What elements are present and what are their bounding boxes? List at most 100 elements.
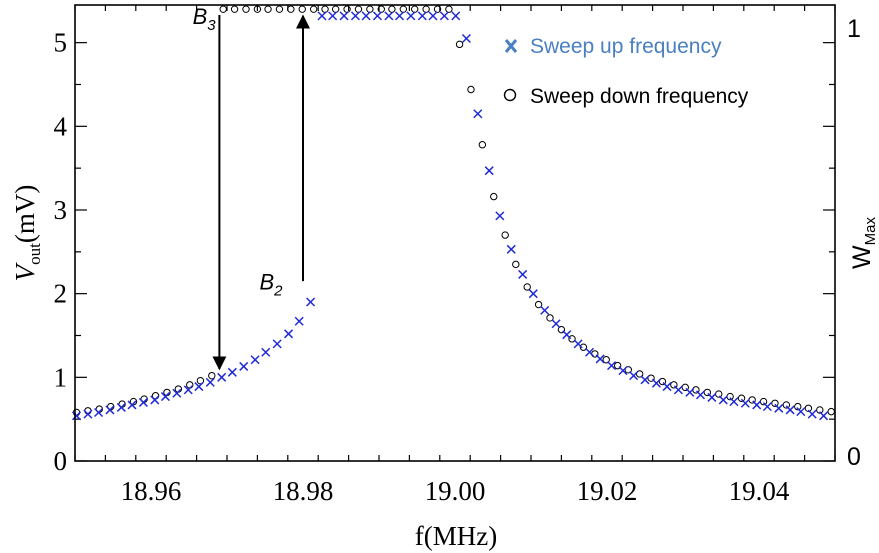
data-point-sweep-up xyxy=(361,11,371,21)
data-point-sweep-up xyxy=(194,382,204,392)
data-point-sweep-down xyxy=(275,5,284,13)
y2-axis-label: WMax xyxy=(848,217,879,269)
data-point-sweep-up xyxy=(707,392,717,402)
svg-text:WMax: WMax xyxy=(848,217,879,269)
data-point-sweep-down xyxy=(624,366,632,374)
data-point-sweep-down xyxy=(366,5,374,13)
data-point-sweep-down xyxy=(703,388,712,397)
data-point-sweep-up xyxy=(339,11,349,21)
data-point-sweep-down xyxy=(523,283,531,291)
data-point-sweep-up xyxy=(762,402,772,412)
data-point-sweep-up xyxy=(284,329,294,339)
data-point-sweep-down xyxy=(534,300,543,309)
x-tick-label: 19.00 xyxy=(425,476,486,506)
data-point-sweep-down xyxy=(388,5,396,13)
annotation-b2: B2 xyxy=(259,269,283,299)
x-tick-label: 19.04 xyxy=(729,476,790,506)
data-point-sweep-up xyxy=(785,405,795,415)
y-tick-label: 0 xyxy=(54,446,68,476)
data-point-sweep-down xyxy=(602,356,610,364)
data-point-sweep-down xyxy=(399,5,408,13)
data-point-sweep-down xyxy=(647,374,655,382)
data-point-sweep-down xyxy=(512,260,520,269)
data-point-sweep-up xyxy=(272,339,282,349)
data-point-sweep-up xyxy=(595,354,605,364)
y2-tick-label: 1 xyxy=(847,15,861,43)
data-point-sweep-up xyxy=(294,316,304,326)
data-point-sweep-up xyxy=(607,361,617,371)
data-point-sweep-up xyxy=(540,305,550,315)
data-point-sweep-up xyxy=(350,11,360,21)
data-point-sweep-up xyxy=(695,390,706,400)
y2-axis-label-main: W xyxy=(848,245,876,269)
data-point-sweep-up xyxy=(640,375,650,385)
data-point-sweep-up xyxy=(673,385,683,395)
data-point-sweep-up xyxy=(651,378,661,388)
data-point-sweep-down xyxy=(455,40,464,49)
data-point-sweep-up xyxy=(138,397,148,407)
data-point-sweep-down xyxy=(658,377,667,386)
data-point-sweep-up xyxy=(518,269,528,279)
x-tick-label: 18.96 xyxy=(121,476,182,506)
data-point-sweep-up xyxy=(116,402,126,412)
data-point-sweep-down xyxy=(321,5,329,13)
data-point-sweep-up xyxy=(584,347,595,357)
data-point-sweep-up xyxy=(394,11,405,21)
data-point-sweep-up xyxy=(439,11,449,21)
legend-up-label: Sweep up frequency xyxy=(530,35,722,58)
data-point-sweep-up xyxy=(562,330,572,340)
data-point-sweep-down xyxy=(343,5,351,13)
data-point-sweep-up xyxy=(796,407,806,417)
y2-tick-label: 0 xyxy=(847,443,861,471)
data-point-sweep-up xyxy=(217,372,227,382)
data-point-sweep-down xyxy=(230,5,239,13)
data-point-sweep-up xyxy=(83,409,93,419)
y-tick-label: 3 xyxy=(54,195,68,225)
data-point-sweep-up xyxy=(406,11,416,21)
x-tick-label: 19.02 xyxy=(577,476,638,506)
y-tick-label: 4 xyxy=(54,111,68,141)
x-axis-label: f(MHz) xyxy=(415,521,497,551)
data-point-sweep-up xyxy=(384,11,394,21)
data-point-sweep-down xyxy=(253,5,262,13)
data-point-sweep-down xyxy=(264,5,272,13)
data-point-sweep-up xyxy=(451,11,461,21)
data-point-sweep-up xyxy=(239,361,249,371)
data-point-sweep-up xyxy=(160,392,170,402)
data-point-sweep-down xyxy=(445,5,453,13)
plot-frame xyxy=(74,4,836,462)
data-point-sweep-down xyxy=(579,343,588,351)
data-point-sweep-down xyxy=(670,381,678,389)
data-point-sweep-up xyxy=(105,405,115,415)
y-axis-label-unit: (mV) xyxy=(10,185,40,243)
data-point-sweep-down xyxy=(309,5,318,13)
data-point-sweep-down xyxy=(422,5,430,13)
data-point-sweep-down xyxy=(196,376,205,385)
data-point-sweep-down xyxy=(467,85,475,94)
data-point-sweep-down xyxy=(433,5,442,13)
data-point-sweep-down xyxy=(298,5,306,13)
data-point-sweep-up xyxy=(261,347,271,357)
data-point-sweep-down xyxy=(816,406,824,414)
data-point-sweep-up xyxy=(205,377,215,387)
data-point-sweep-down xyxy=(613,361,622,370)
data-point-sweep-up xyxy=(94,407,104,418)
data-point-sweep-up xyxy=(506,244,516,254)
data-point-sweep-down xyxy=(242,5,250,13)
data-point-sweep-down xyxy=(568,335,576,343)
data-point-sweep-up xyxy=(461,33,471,43)
y-tick-label: 5 xyxy=(54,28,68,58)
data-point-sweep-up xyxy=(150,395,160,405)
data-point-sweep-down xyxy=(208,371,216,380)
data-point-sweep-down xyxy=(219,5,227,13)
data-point-sweep-down xyxy=(490,192,498,201)
data-point-sweep-up xyxy=(317,11,327,21)
data-point-sweep-up xyxy=(551,319,561,329)
legend: Sweep up frequency Sweep down frequency xyxy=(503,35,749,108)
data-point-sweep-down xyxy=(84,407,92,415)
legend-down-marker xyxy=(503,88,517,102)
data-point-sweep-up xyxy=(528,289,538,299)
data-point-sweep-down xyxy=(287,5,295,13)
data-point-sweep-down xyxy=(129,397,138,406)
